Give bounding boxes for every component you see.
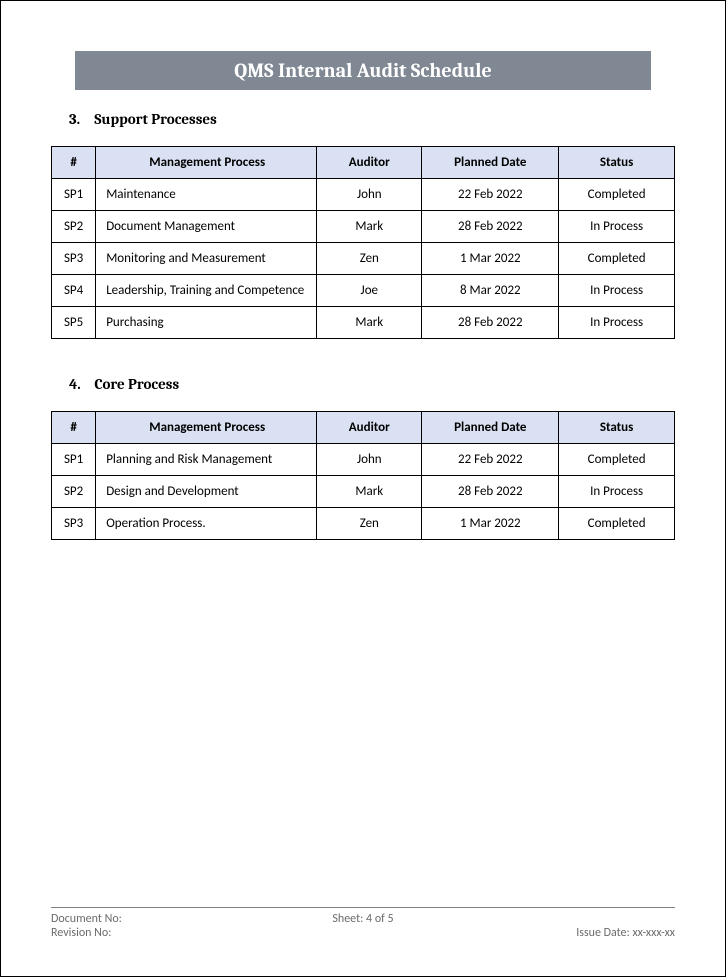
cell-date: 28 Feb 2022: [422, 476, 559, 508]
cell-date: 28 Feb 2022: [422, 211, 559, 243]
col-header-process: Management Process: [96, 412, 317, 444]
cell-date: 8 Mar 2022: [422, 275, 559, 307]
page-footer: Document No: Sheet: 4 of 5 Revision No: …: [51, 907, 675, 940]
cell-auditor: Mark: [317, 476, 422, 508]
cell-id: SP5: [52, 307, 96, 339]
table-row: SP1 Maintenance John 22 Feb 2022 Complet…: [52, 179, 675, 211]
cell-id: SP1: [52, 444, 96, 476]
table-header-row: # Management Process Auditor Planned Dat…: [52, 147, 675, 179]
col-header-status: Status: [559, 147, 675, 179]
cell-id: SP3: [52, 508, 96, 540]
cell-id: SP1: [52, 179, 96, 211]
cell-process: Design and Development: [96, 476, 317, 508]
cell-process: Document Management: [96, 211, 317, 243]
table-row: SP4 Leadership, Training and Competence …: [52, 275, 675, 307]
cell-status: In Process: [559, 211, 675, 243]
table-row: SP2 Document Management Mark 28 Feb 2022…: [52, 211, 675, 243]
table-row: SP5 Purchasing Mark 28 Feb 2022 In Proce…: [52, 307, 675, 339]
table-row: SP1 Planning and Risk Management John 22…: [52, 444, 675, 476]
cell-date: 28 Feb 2022: [422, 307, 559, 339]
cell-auditor: Zen: [317, 508, 422, 540]
section-number: 4.: [69, 375, 91, 393]
col-header-process: Management Process: [96, 147, 317, 179]
cell-auditor: Zen: [317, 243, 422, 275]
col-header-id: #: [52, 147, 96, 179]
footer-spacer: [467, 912, 675, 926]
cell-id: SP3: [52, 243, 96, 275]
support-processes-table: # Management Process Auditor Planned Dat…: [51, 146, 675, 339]
section-title: Support Processes: [94, 110, 216, 128]
cell-process: Operation Process.: [96, 508, 317, 540]
col-header-auditor: Auditor: [317, 147, 422, 179]
col-header-auditor: Auditor: [317, 412, 422, 444]
table-header-row: # Management Process Auditor Planned Dat…: [52, 412, 675, 444]
core-process-table: # Management Process Auditor Planned Dat…: [51, 411, 675, 540]
footer-docno: Document No:: [51, 912, 259, 926]
section-number: 3.: [69, 110, 91, 128]
cell-date: 22 Feb 2022: [422, 444, 559, 476]
cell-date: 1 Mar 2022: [422, 243, 559, 275]
cell-auditor: John: [317, 179, 422, 211]
col-header-status: Status: [559, 412, 675, 444]
footer-issuedate: Issue Date: xx-xxx-xx: [467, 926, 675, 940]
cell-status: Completed: [559, 243, 675, 275]
footer-spacer: [259, 926, 467, 940]
page-title: QMS Internal Audit Schedule: [75, 51, 651, 90]
cell-status: Completed: [559, 508, 675, 540]
cell-process: Leadership, Training and Competence: [96, 275, 317, 307]
cell-auditor: Mark: [317, 307, 422, 339]
cell-auditor: Mark: [317, 211, 422, 243]
section-title: Core Process: [94, 375, 179, 393]
col-header-date: Planned Date: [422, 412, 559, 444]
cell-date: 22 Feb 2022: [422, 179, 559, 211]
section-heading-3: 3. Support Processes: [69, 110, 675, 128]
cell-status: Completed: [559, 444, 675, 476]
footer-revno: Revision No:: [51, 926, 259, 940]
table-row: SP2 Design and Development Mark 28 Feb 2…: [52, 476, 675, 508]
page: QMS Internal Audit Schedule 3. Support P…: [0, 0, 726, 977]
col-header-date: Planned Date: [422, 147, 559, 179]
cell-date: 1 Mar 2022: [422, 508, 559, 540]
cell-status: In Process: [559, 307, 675, 339]
footer-sheet: Sheet: 4 of 5: [259, 912, 467, 926]
cell-id: SP2: [52, 211, 96, 243]
cell-auditor: John: [317, 444, 422, 476]
cell-auditor: Joe: [317, 275, 422, 307]
cell-status: In Process: [559, 275, 675, 307]
cell-process: Maintenance: [96, 179, 317, 211]
cell-process: Purchasing: [96, 307, 317, 339]
section-heading-4: 4. Core Process: [69, 375, 675, 393]
cell-id: SP2: [52, 476, 96, 508]
col-header-id: #: [52, 412, 96, 444]
cell-process: Planning and Risk Management: [96, 444, 317, 476]
cell-status: Completed: [559, 179, 675, 211]
table-row: SP3 Operation Process. Zen 1 Mar 2022 Co…: [52, 508, 675, 540]
cell-id: SP4: [52, 275, 96, 307]
cell-process: Monitoring and Measurement: [96, 243, 317, 275]
cell-status: In Process: [559, 476, 675, 508]
table-row: SP3 Monitoring and Measurement Zen 1 Mar…: [52, 243, 675, 275]
